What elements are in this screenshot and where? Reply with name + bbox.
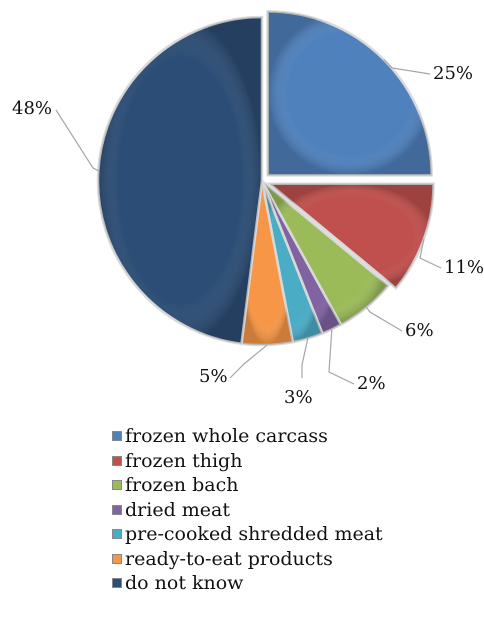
leader-line [328,329,355,385]
legend-item: ready-to-eat products [112,547,482,572]
legend-label: dried meat [125,498,230,521]
legend: frozen whole carcass frozen thigh frozen b… [112,424,482,596]
leader-line [229,344,268,379]
legend-label: ready-to-eat products [125,547,333,570]
data-label: 25% [433,63,473,84]
leader-line [55,109,99,172]
leader-line [366,307,403,332]
pie-slice-shading [269,183,434,289]
pie-slice-shading [262,181,323,343]
legend-item: do not know [112,571,482,596]
data-label: 6% [405,320,434,341]
data-label: 48% [12,98,52,119]
legend-label: pre-cooked shredded meat [125,523,383,546]
legend-swatch [112,455,122,466]
pie-slice-shading [267,11,432,176]
pie-slice-shading [97,17,263,344]
legend-item: frozen thigh [112,449,482,474]
legend-swatch [112,431,122,442]
legend-swatch [112,578,122,589]
legend-swatch [112,529,122,540]
data-label: 2% [357,373,386,394]
legend-item: frozen whole carcass [112,424,482,449]
legend-item: dried meat [112,498,482,523]
pie-chart-svg: 25% 11% 6% 2% 3% 5% 48% [12,10,484,408]
legend-label: frozen thigh [125,449,243,472]
legend-label: frozen bach [125,474,239,497]
legend-item: frozen bach [112,473,482,498]
legend-label: frozen whole carcass [125,425,328,448]
legend-item: pre-cooked shredded meat [112,522,482,547]
legend-label: do not know [125,572,244,595]
leader-line [301,338,309,378]
pie-slice-shading [262,181,389,325]
pie-slice-shading [241,181,293,346]
leader-line [383,58,431,75]
leader-lines [55,58,442,385]
pie-slices [96,10,435,347]
data-labels: 25% 11% 6% 2% 3% 5% 48% [12,63,484,408]
legend-swatch [112,553,122,564]
legend-swatch [112,504,122,515]
pie-slice-shading [262,181,342,334]
data-label: 5% [199,366,228,387]
data-label: 11% [444,257,484,278]
legend-swatch [112,480,122,491]
leader-line [419,239,442,269]
data-label: 3% [284,387,313,408]
